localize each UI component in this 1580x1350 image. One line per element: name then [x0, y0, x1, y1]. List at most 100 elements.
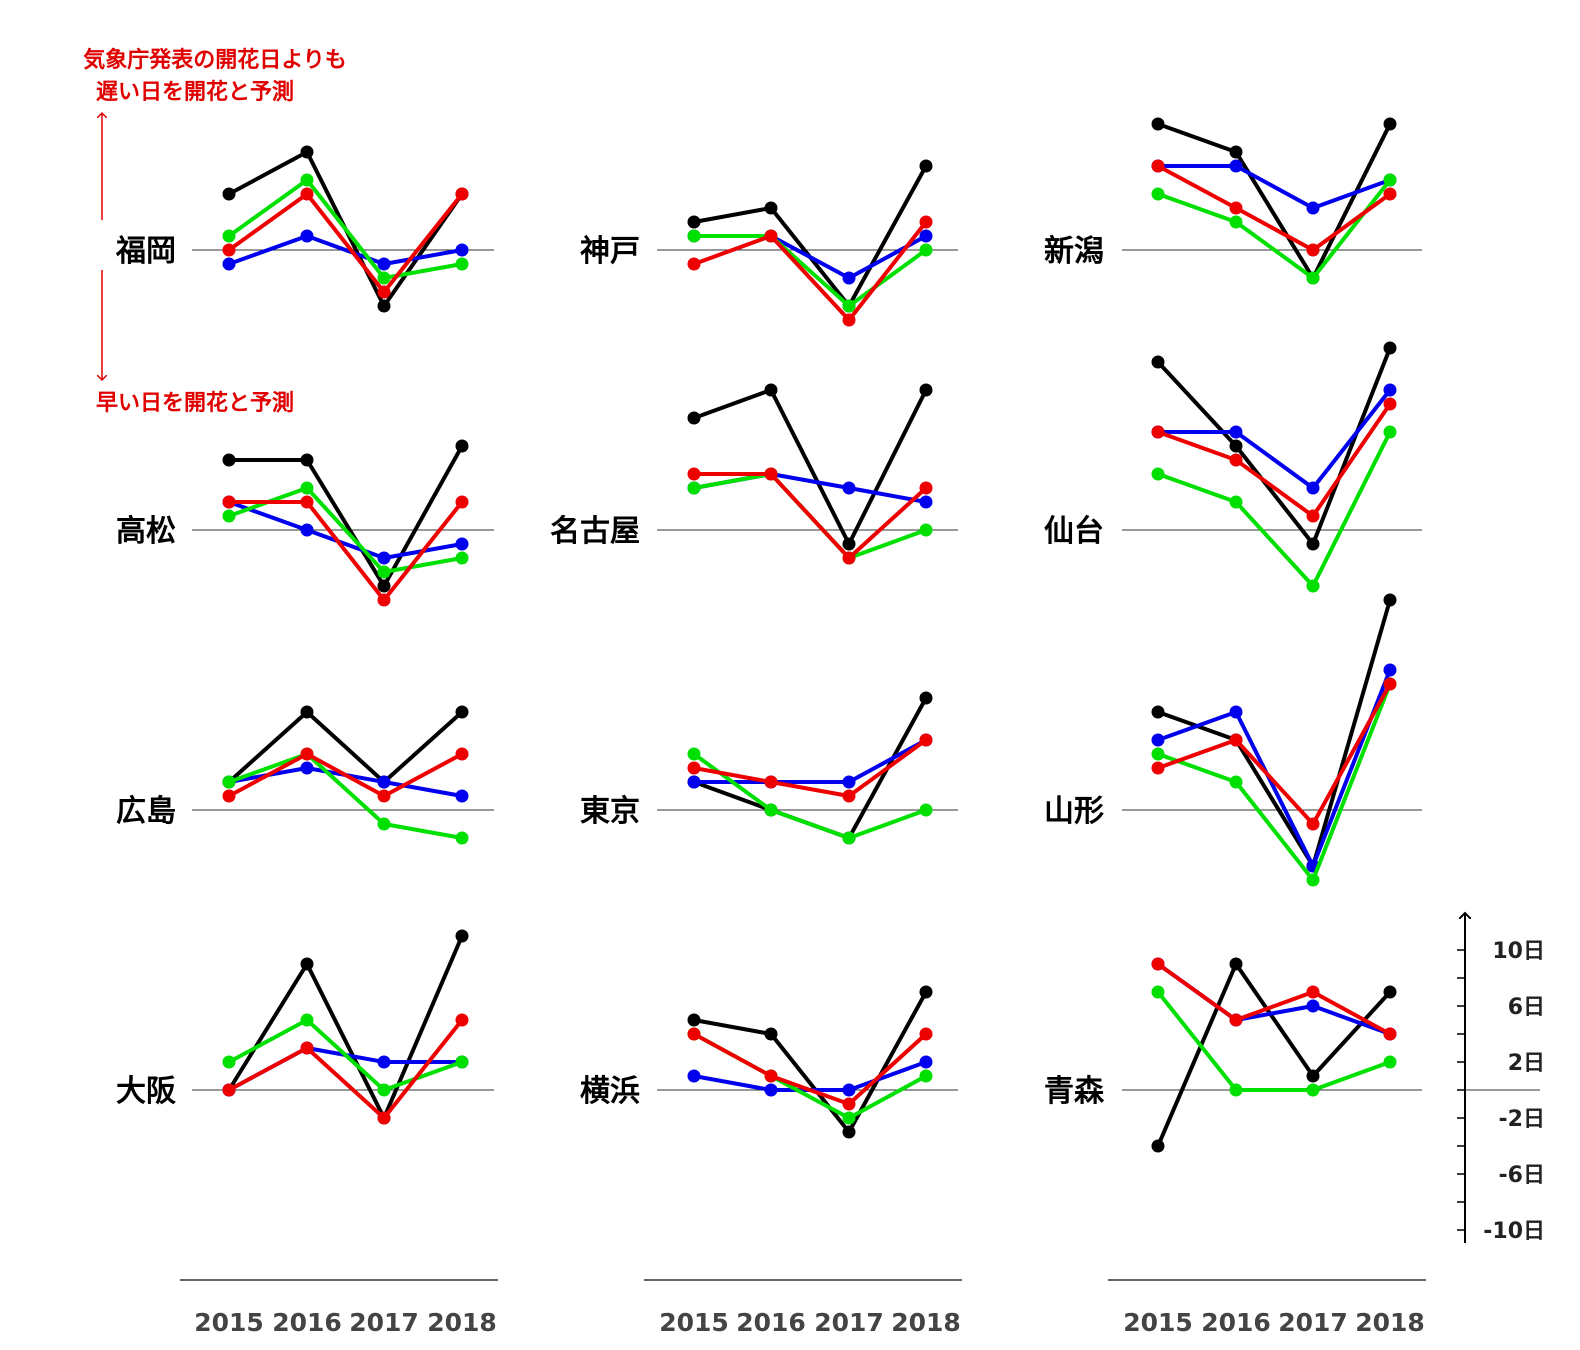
data-point-red — [842, 313, 856, 327]
data-point-red — [1306, 509, 1320, 523]
data-point-black — [300, 145, 314, 159]
city-label: 大阪 — [116, 1074, 176, 1109]
data-point-red — [1383, 187, 1397, 201]
data-point-green — [919, 523, 933, 537]
data-point-green — [300, 481, 314, 495]
data-point-red — [300, 495, 314, 509]
series-line-blue — [228, 234, 463, 266]
y-scale-label: 10日 — [1492, 939, 1545, 964]
data-point-black — [377, 299, 391, 313]
data-point-red — [1306, 817, 1320, 831]
panel-広島: 広島 — [116, 705, 494, 845]
series-line-red — [227, 192, 464, 294]
data-point-red — [1383, 677, 1397, 691]
data-point-red — [1151, 761, 1165, 775]
data-point-blue — [377, 551, 391, 565]
panel-高松: 高松 — [116, 439, 494, 607]
data-point-green — [222, 509, 236, 523]
data-point-black — [455, 439, 469, 453]
data-point-red — [1383, 397, 1397, 411]
data-point-black — [455, 929, 469, 943]
data-point-green — [1151, 985, 1165, 999]
data-point-green — [377, 565, 391, 579]
data-point-blue — [222, 257, 236, 271]
series-line-blue — [693, 472, 927, 504]
data-point-black — [919, 691, 933, 705]
x-tick-label: 2016 — [736, 1308, 806, 1337]
data-point-green — [1151, 187, 1165, 201]
series-line-green — [694, 234, 928, 308]
data-point-blue — [377, 775, 391, 789]
x-axis-col-1: 2015 2016 2017 2018 — [180, 1279, 498, 1337]
data-point-red — [1229, 733, 1243, 747]
series-line-blue — [1158, 164, 1391, 210]
x-tick-label: 2017 — [1278, 1308, 1348, 1337]
series-line-green — [228, 1018, 463, 1092]
data-point-green — [455, 551, 469, 565]
series-line-blue — [1157, 669, 1392, 868]
data-point-red — [222, 789, 236, 803]
data-point-red — [764, 229, 778, 243]
data-point-red — [455, 495, 469, 509]
panel-仙台: 仙台 — [1044, 341, 1422, 593]
data-point-black — [919, 985, 933, 999]
data-point-red — [687, 761, 701, 775]
data-point-blue — [1229, 425, 1243, 439]
data-point-red — [919, 1027, 933, 1041]
data-point-red — [377, 789, 391, 803]
data-point-green — [1306, 579, 1320, 593]
x-tick-label: 2018 — [891, 1308, 961, 1337]
x-tick-label: 2017 — [814, 1308, 884, 1337]
city-label: 仙台 — [1044, 514, 1104, 549]
data-point-blue — [842, 775, 856, 789]
series-line-red — [1157, 402, 1392, 518]
city-label: 広島 — [116, 794, 176, 829]
data-point-red — [1306, 243, 1320, 257]
data-point-blue — [842, 271, 856, 285]
data-point-red — [842, 1097, 856, 1111]
y-scale: 10日 6日 2日 -2日 -6日 -10日 — [1457, 913, 1545, 1244]
series-line-red — [228, 1018, 464, 1120]
series-line-red — [1157, 164, 1392, 252]
data-point-green — [300, 173, 314, 187]
data-point-blue — [1306, 201, 1320, 215]
annotation-late-line2: 遅い日を開花と予測 — [96, 79, 294, 105]
data-point-red — [455, 1013, 469, 1027]
data-point-red — [455, 747, 469, 761]
x-axis-col-3: 2015 2016 2017 2018 — [1108, 1279, 1426, 1337]
x-tick-label: 2015 — [659, 1308, 729, 1337]
data-point-green — [1229, 775, 1243, 789]
annotation-early-line: 早い日を開花と予測 — [96, 390, 294, 416]
panel-東京: 東京 — [580, 691, 958, 845]
series-line-black — [227, 710, 464, 784]
data-point-black — [1383, 341, 1397, 355]
y-scale-label: -2日 — [1499, 1107, 1545, 1132]
data-point-green — [764, 803, 778, 817]
data-point-red — [764, 775, 778, 789]
series-line-black — [693, 991, 928, 1134]
data-point-blue — [842, 481, 856, 495]
data-point-red — [1229, 201, 1243, 215]
data-point-red — [1151, 425, 1165, 439]
data-point-blue — [1383, 383, 1397, 397]
y-scale-label: -10日 — [1483, 1219, 1545, 1244]
x-axis-col-2: 2015 2016 2017 2018 — [644, 1279, 962, 1337]
data-point-black — [1306, 537, 1320, 551]
panel-名古屋: 名古屋 — [550, 383, 958, 565]
data-point-green — [455, 1055, 469, 1069]
data-point-red — [1229, 1013, 1243, 1027]
data-point-black — [687, 411, 701, 425]
series-line-black — [1156, 962, 1392, 1147]
data-point-green — [919, 243, 933, 257]
series-line-black — [227, 935, 464, 1120]
series-line-green — [228, 752, 463, 840]
data-point-blue — [919, 229, 933, 243]
data-point-black — [300, 957, 314, 971]
panel-横浜: 横浜 — [580, 985, 958, 1139]
city-label: 横浜 — [580, 1074, 640, 1109]
panel-大阪: 大阪 — [116, 929, 494, 1125]
data-point-blue — [1383, 663, 1397, 677]
panel-福岡: 福岡 — [115, 145, 494, 313]
data-point-red — [1383, 1027, 1397, 1041]
